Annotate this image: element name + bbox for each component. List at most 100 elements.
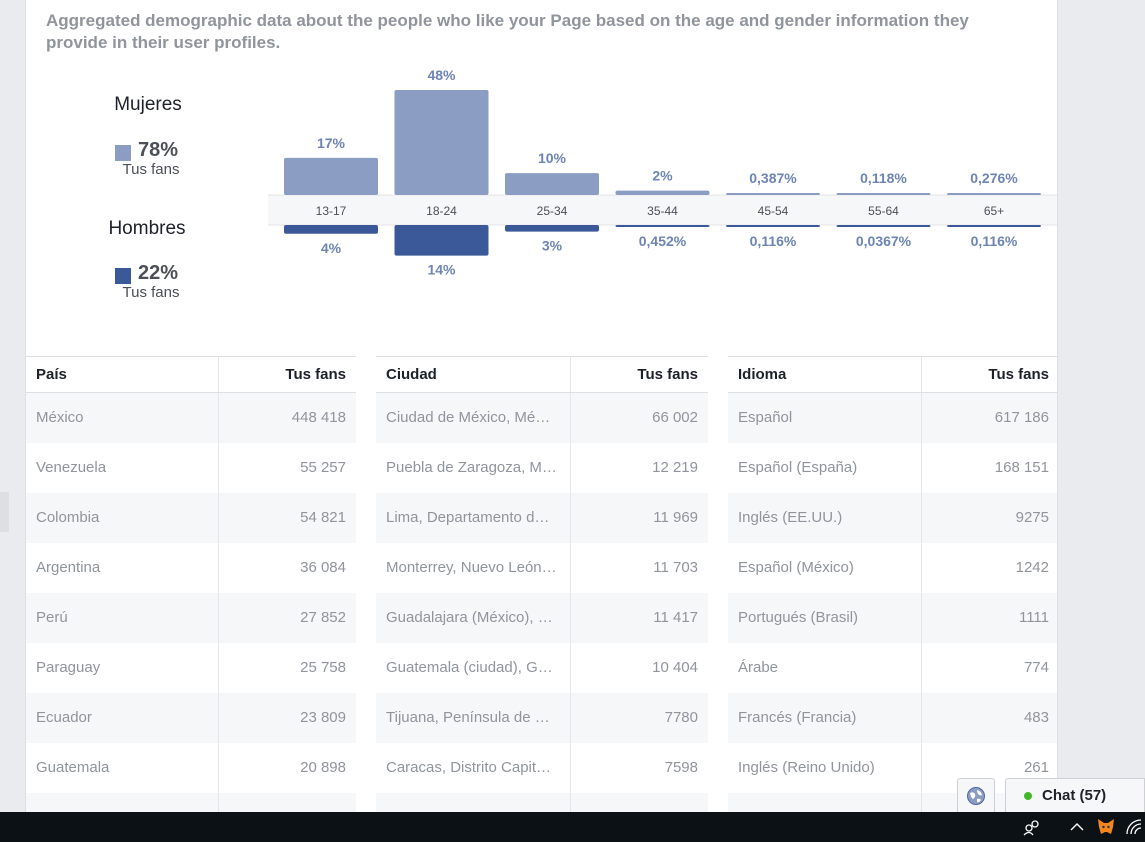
language-header[interactable]: Idioma	[728, 356, 921, 393]
table-row[interactable]: Español (España) 168 151	[728, 442, 1057, 493]
age-tick-25-34: 25-34	[537, 204, 568, 218]
city-fans-header[interactable]: Tus fans	[569, 356, 708, 393]
row-label: Inglés (EE.UU.)	[728, 492, 921, 543]
wifi-icon[interactable]	[1124, 812, 1145, 842]
right-gutter	[1058, 0, 1145, 812]
row-fans-value: 11 703	[569, 542, 708, 593]
page-description: Aggregated demographic data about the pe…	[46, 11, 969, 52]
row-fans-value: 1111	[920, 592, 1057, 643]
city-table: Ciudad Tus fans Ciudad de México, Mé… 66 …	[376, 356, 708, 812]
age-tick-35-44: 35-44	[647, 204, 678, 218]
row-fans-value: 66 002	[569, 392, 708, 443]
chevron-up-icon[interactable]	[1066, 812, 1088, 842]
table-row[interactable]: Español (México) 1242	[728, 542, 1057, 593]
row-label: México	[26, 392, 218, 443]
row-fans-value: 11 969	[569, 492, 708, 543]
row-fans-value: 54 821	[217, 492, 356, 543]
table-row[interactable]: Caracas, Distrito Capit… 7598	[376, 742, 708, 793]
row-label: Inglés (Reino Unido)	[738, 759, 875, 776]
row-fans-value: 25 758	[217, 642, 356, 693]
table-row[interactable]: Español 617 186	[728, 392, 1057, 443]
row-fans-value: 36 084	[217, 542, 356, 593]
row-label: Ciudad de México, Mé…	[376, 392, 570, 443]
row-fans-value: 10 404	[569, 642, 708, 693]
women-bar-label-13-17: 17%	[317, 135, 346, 151]
language-table: Idioma Tus fans Español 617 186 Español (E…	[728, 356, 1057, 812]
women-bar-65+[interactable]	[947, 193, 1041, 195]
table-row[interactable]: Lima, Departamento d… 11 969	[376, 492, 708, 543]
women-bar-18-24[interactable]	[394, 90, 489, 195]
table-row[interactable]: México 448 418	[26, 392, 356, 443]
men-bar-13-17[interactable]	[284, 225, 378, 234]
table-row[interactable]: Venezuela 55 257	[26, 442, 356, 493]
table-row[interactable]: Paraguay 25 758	[26, 642, 356, 693]
women-bar-35-44[interactable]	[615, 190, 710, 195]
age-tick-18-24: 18-24	[426, 204, 457, 218]
men-bar-label-13-17: 4%	[321, 240, 342, 256]
row-label: Puebla de Zaragoza, M…	[386, 459, 557, 476]
table-row[interactable]: Ciudad de México, Mé… 66 002	[376, 392, 708, 443]
online-status-dot	[1024, 791, 1032, 800]
women-bar-45-54[interactable]	[726, 193, 820, 195]
people-icon[interactable]	[1020, 812, 1044, 842]
table-row[interactable]: Perú 27 852	[26, 592, 356, 643]
table-row[interactable]: Argentina 36 084	[26, 542, 356, 593]
table-row[interactable]: Guatemala 20 898	[26, 742, 356, 793]
chat-button[interactable]: Chat (57)	[1005, 778, 1145, 812]
row-label: Ecuador	[26, 692, 218, 743]
row-fans-value: 774	[920, 642, 1057, 693]
table-row[interactable]: Portugués (Brasil) 1111	[728, 592, 1057, 643]
men-bar-25-34[interactable]	[505, 225, 599, 232]
country-header[interactable]: País	[26, 356, 218, 393]
men-bar-45-54[interactable]	[726, 225, 820, 227]
table-row-partial	[26, 792, 356, 812]
language-fans-header[interactable]: Tus fans	[920, 356, 1057, 393]
row-label: Español (España)	[738, 459, 858, 476]
metamask-fox-icon[interactable]	[1094, 812, 1118, 842]
row-fans-value: 168 151	[920, 442, 1057, 493]
city-header[interactable]: Ciudad	[376, 356, 570, 393]
table-row[interactable]: Ecuador 23 809	[26, 692, 356, 743]
men-bar-55-64[interactable]	[836, 225, 931, 227]
chat-label: Chat (57)	[1042, 787, 1107, 804]
men-bar-label-35-44: 0,452%	[639, 233, 687, 249]
men-bar-18-24[interactable]	[394, 225, 489, 256]
men-swatch	[115, 268, 131, 284]
table-row[interactable]: Guadalajara (México), … 11 417	[376, 592, 708, 643]
left-scroll-tab[interactable]	[0, 492, 9, 532]
table-row[interactable]: Monterrey, Nuevo León… 11 703	[376, 542, 708, 593]
country-fans-header[interactable]: Tus fans	[217, 356, 356, 393]
women-bar-label-18-24: 48%	[427, 67, 456, 83]
age-gender-chart: 17% 4% 13-17 48% 14% 18-24 10% 3% 25-34 2% 0,452% 3…	[268, 67, 1057, 278]
row-label: Venezuela	[36, 459, 107, 476]
age-tick-13-17: 13-17	[316, 204, 347, 218]
globe-button[interactable]	[957, 778, 995, 812]
row-fans-value: 483	[920, 692, 1057, 743]
women-bar-label-35-44: 2%	[652, 168, 673, 184]
table-row[interactable]: Francés (Francia) 483	[728, 692, 1057, 743]
men-bar-65+[interactable]	[947, 225, 1041, 227]
table-row[interactable]: Colombia 54 821	[26, 492, 356, 543]
women-bar-label-55-64: 0,118%	[860, 170, 907, 186]
women-bar-13-17[interactable]	[284, 157, 378, 195]
women-legend-title: Mujeres	[114, 94, 182, 115]
women-bar-55-64[interactable]	[836, 193, 931, 195]
age-tick-45-54: 45-54	[758, 204, 789, 218]
table-row[interactable]: Guatemala (ciudad), G… 10 404	[376, 642, 708, 693]
table-row[interactable]: Puebla de Zaragoza, M… 12 219	[376, 442, 708, 493]
row-label: Tijuana, Península de …	[376, 692, 570, 743]
women-bar-label-65+: 0,276%	[970, 170, 1018, 186]
row-label: Español	[728, 392, 921, 443]
row-fans-value: 617 186	[920, 392, 1057, 443]
table-row[interactable]: Árabe 774	[728, 642, 1057, 693]
table-row[interactable]: Inglés (EE.UU.) 9275	[728, 492, 1057, 543]
row-label: Árabe	[738, 659, 779, 676]
men-bar-35-44[interactable]	[615, 225, 710, 227]
table-row[interactable]: Tijuana, Península de … 7780	[376, 692, 708, 743]
men-bar-label-65+: 0,116%	[971, 233, 1018, 249]
age-axis-strip	[268, 195, 1057, 225]
women-bar-25-34[interactable]	[505, 173, 599, 195]
row-fans-value: 7598	[569, 742, 708, 793]
row-label: Colombia	[26, 492, 218, 543]
